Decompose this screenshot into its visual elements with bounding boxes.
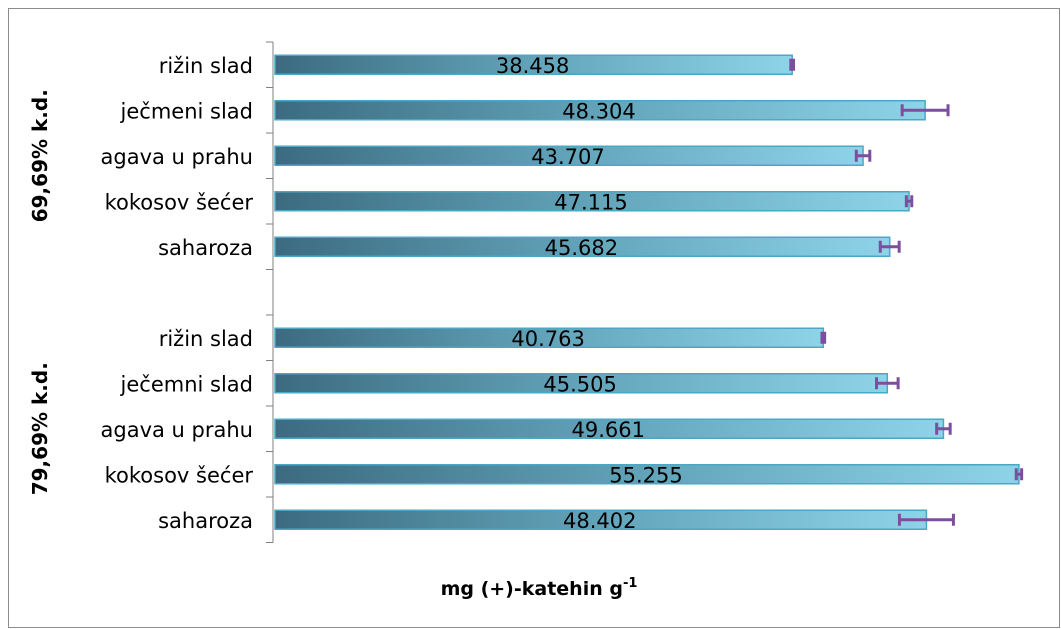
category-label-1-1: ječemni slad xyxy=(120,372,253,396)
category-label-0-1: ječmeni slad xyxy=(120,99,253,123)
value-label-1-3: 55.255 xyxy=(609,463,682,487)
category-label-1-3: kokosov šećer xyxy=(105,463,254,487)
category-label-1-2: agava u prahu xyxy=(101,418,253,442)
value-label-0-3: 47.115 xyxy=(554,190,627,214)
x-axis-label-text: mg (+)-katehin g xyxy=(441,578,623,600)
axis-layer xyxy=(266,41,274,543)
value-label-1-0: 40.763 xyxy=(511,327,584,351)
value-label-0-0: 38.458 xyxy=(496,54,569,78)
value-label-1-1: 45.505 xyxy=(543,372,616,396)
category-label-1-0: rižin slad xyxy=(159,327,253,351)
bars-layer xyxy=(274,54,1024,530)
value-label-0-4: 45.682 xyxy=(545,236,618,260)
category-label-1-4: saharoza xyxy=(158,509,253,533)
category-label-0-3: kokosov šećer xyxy=(105,190,254,214)
x-axis-label-superscript: -1 xyxy=(623,576,637,591)
group-label-0: 69,69% k.d. xyxy=(28,89,52,222)
bar-chart: 38.458 rižin slad 48.304 ječmeni slad 43.707… xyxy=(28,41,1024,600)
group-label-1: 79,69% k.d. xyxy=(28,362,52,495)
chart-area: 38.458 rižin slad 48.304 ječmeni slad 43.707… xyxy=(8,8,1060,628)
value-label-0-1: 48.304 xyxy=(562,99,635,123)
category-label-0-2: agava u prahu xyxy=(101,145,253,169)
x-axis-label: mg (+)-katehin g-1 xyxy=(441,576,638,600)
category-label-0-0: rižin slad xyxy=(159,54,253,78)
category-label-0-4: saharoza xyxy=(158,236,253,260)
labels-layer: 38.458 rižin slad 48.304 ječmeni slad 43.707… xyxy=(28,54,683,533)
value-label-1-4: 48.402 xyxy=(563,509,636,533)
value-label-0-2: 43.707 xyxy=(531,145,604,169)
value-label-1-2: 49.661 xyxy=(571,418,644,442)
